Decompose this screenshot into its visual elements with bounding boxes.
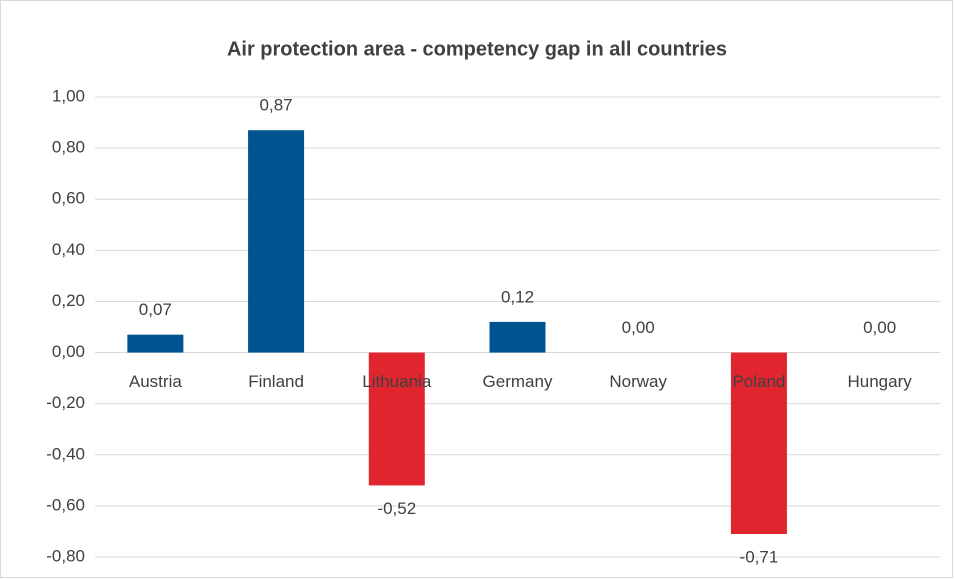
- bar: [127, 334, 184, 353]
- data-label: -0,52: [377, 499, 416, 518]
- x-tick-label: Hungary: [848, 372, 913, 391]
- y-tick-label: -0,40: [46, 444, 85, 463]
- x-tick-label: Finland: [248, 372, 304, 391]
- y-tick-label: -0,80: [46, 546, 85, 565]
- x-tick-label: Norway: [609, 372, 667, 391]
- y-tick-label: 0,60: [52, 189, 85, 208]
- x-tick-label: Germany: [483, 372, 553, 391]
- bar: [489, 321, 546, 353]
- data-label: 0,07: [139, 300, 172, 319]
- x-tick-label: Austria: [129, 372, 182, 391]
- data-label: -0,71: [740, 547, 779, 566]
- chart-title: Air protection area - competency gap in …: [227, 38, 727, 60]
- y-tick-label: 0,40: [52, 240, 85, 259]
- y-tick-label: -0,60: [46, 495, 85, 514]
- bar: [248, 130, 305, 353]
- y-tick-label: 0,80: [52, 138, 85, 157]
- x-tick-label: Lithuania: [362, 372, 432, 391]
- y-tick-label: 1,00: [52, 86, 85, 105]
- y-tick-label: 0,20: [52, 291, 85, 310]
- data-label: 0,87: [260, 96, 293, 115]
- y-tick-label: -0,20: [46, 393, 85, 412]
- bar: [368, 352, 425, 486]
- y-tick-label: 0,00: [52, 342, 85, 361]
- data-label: 0,00: [863, 318, 896, 337]
- data-label: 0,00: [622, 318, 655, 337]
- x-tick-label: Poland: [732, 372, 785, 391]
- bar: [730, 352, 787, 534]
- data-label: 0,12: [501, 287, 534, 306]
